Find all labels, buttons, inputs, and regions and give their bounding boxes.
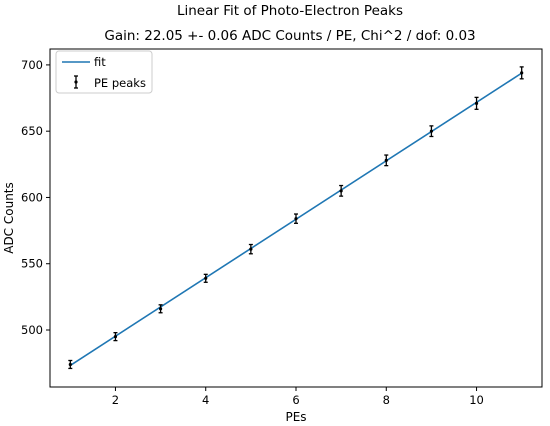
x-tick-label: 6 bbox=[292, 393, 299, 407]
legend-fit-label: fit bbox=[94, 55, 106, 69]
pe-peak-point bbox=[474, 96, 479, 110]
y-tick-label: 650 bbox=[21, 124, 43, 138]
x-axis-label: PEs bbox=[285, 410, 306, 424]
pe-peak-point bbox=[519, 66, 524, 80]
pe-peak-point bbox=[294, 213, 298, 224]
chart-subtitle: Gain: 22.05 +- 0.06 ADC Counts / PE, Chi… bbox=[104, 28, 475, 44]
y-axis: 500 550 600 650 700 bbox=[21, 58, 50, 337]
pe-peak-point bbox=[113, 332, 118, 342]
x-tick-label: 2 bbox=[112, 393, 119, 407]
pe-peak-point bbox=[429, 125, 434, 138]
pe-peak-point bbox=[68, 359, 73, 370]
y-axis-label: ADC Counts bbox=[2, 182, 16, 254]
x-axis: 2 4 6 8 10 bbox=[112, 387, 484, 407]
pe-peak-point bbox=[158, 304, 163, 314]
legend-pe-label: PE peaks bbox=[94, 76, 146, 90]
y-tick-label: 600 bbox=[21, 190, 43, 204]
legend-pe-swatch bbox=[74, 75, 78, 89]
pe-peak-point bbox=[339, 184, 344, 197]
y-tick-label: 500 bbox=[21, 323, 43, 337]
legend: fit PE peaks bbox=[55, 50, 153, 94]
series-layer bbox=[68, 66, 524, 370]
y-tick-label: 550 bbox=[21, 257, 43, 271]
pe-peak-point bbox=[248, 243, 253, 255]
x-tick-label: 10 bbox=[469, 393, 484, 407]
pe-peak-point bbox=[384, 154, 389, 167]
y-tick-label: 700 bbox=[21, 58, 43, 72]
chart-title: Linear Fit of Photo-Electron Peaks bbox=[177, 3, 403, 19]
x-tick-label: 4 bbox=[202, 393, 209, 407]
x-tick-label: 8 bbox=[383, 393, 390, 407]
pe-peak-point bbox=[203, 273, 208, 283]
